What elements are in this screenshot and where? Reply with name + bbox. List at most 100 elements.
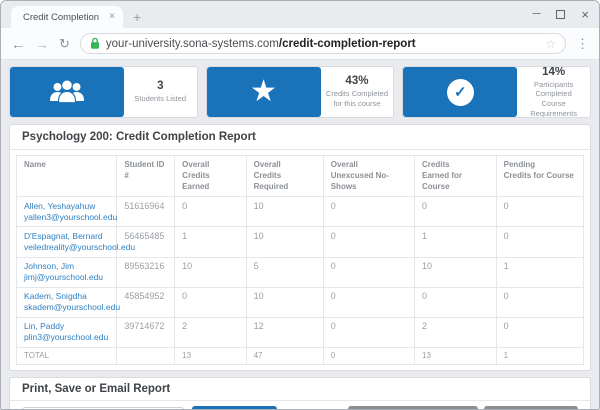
student-email-link[interactable]: plin3@yourschool.edu [24,332,109,343]
footer-title: Print, Save or Email Report [10,378,590,401]
overall-credits-earned-cell: 0 [175,287,246,317]
stat-card-3: ✓ 14%Participants Completed Course Requir… [402,66,591,118]
footer-controls: Email Report Printer-Friendly Layout Dow… [10,401,590,409]
browser-window: Credit Completion × + ─ × ← → ↻ your-uni… [0,0,600,410]
column-header: Student ID # [117,156,175,197]
total-overall-credits-required: 47 [246,347,323,364]
student-id-cell: 56465485 [117,227,175,257]
report-title: Psychology 200: Credit Completion Report [10,125,590,150]
restore-button[interactable] [556,10,565,19]
student-id-cell: 45854952 [117,287,175,317]
url-domain: your-university.sona-systems.com [106,38,279,50]
column-header: Overall Credits Earned [175,156,246,197]
table-row: Kadem, Snigdhaskadem@yourschool.edu45854… [17,287,584,317]
total-student-id [117,347,175,364]
pending-credits-for-course-cell: 0 [496,287,583,317]
check-icon: ✓ [403,67,517,117]
credits-earned-for-course-cell: 2 [415,317,497,347]
table-row: Allen, Yeshayahuwyallen3@yourschool.edu5… [17,197,584,227]
forward-icon[interactable]: → [35,37,49,51]
student-name-link[interactable]: Lin, Paddy [24,321,109,332]
overall-unexcused-no-shows-cell: 0 [323,287,414,317]
student-name-link[interactable]: Allen, Yeshayahuw [24,201,109,212]
student-email-link[interactable]: yallen3@yourschool.edu [24,212,109,223]
browser-tab[interactable]: Credit Completion × [11,6,123,28]
student-email-link[interactable]: jimj@yourschool.edu [24,272,109,283]
page-content: 3 Students Listed ★ 43%Credits Completed fo… [1,60,599,409]
back-icon[interactable]: ← [11,37,25,51]
overall-credits-earned-cell: 0 [175,197,246,227]
report-table: NameStudent ID #Overall Credits Earned Ov… [16,155,584,365]
email-report-button[interactable]: Email Report [192,406,277,409]
overall-credits-required-cell: 10 [246,197,323,227]
table-row: D'Espagnat, Bernardveiledreality@yoursch… [17,227,584,257]
table-row: Lin, Paddyplin3@yourschool.edu3971467221… [17,317,584,347]
overall-credits-required-cell: 5 [246,257,323,287]
download-csv-button[interactable]: Download CSV [484,406,578,409]
stat-value: 3 [157,80,163,92]
student-name-cell: Kadem, Snigdhaskadem@yourschool.edu [17,287,117,317]
stat-label: Students Listed [134,94,186,104]
lock-icon[interactable] [90,37,100,50]
total-overall-credits-earned: 13 [175,347,246,364]
student-name-cell: Allen, Yeshayahuwyallen3@yourschool.edu [17,197,117,227]
overall-unexcused-no-shows-cell: 0 [323,227,414,257]
overall-unexcused-no-shows-cell: 0 [323,197,414,227]
student-name-cell: Johnson, Jimjimj@yourschool.edu [17,257,117,287]
printer-friendly-button[interactable]: Printer-Friendly Layout [348,406,479,409]
pending-credits-for-course-cell: 0 [496,227,583,257]
student-email-link[interactable]: skadem@yourschool.edu [24,302,109,313]
footer-panel: Print, Save or Email Report Email Report… [9,377,591,409]
stat-text: 14%Participants Completed Course Require… [517,67,590,117]
report-panel: Psychology 200: Credit Completion Report… [9,124,591,371]
table-total-row: TOTAL13470131 [17,347,584,364]
total-pending-credits-for-course: 1 [496,347,583,364]
column-header: Pending Credits for Course [496,156,583,197]
minimize-button[interactable]: ─ [533,9,541,20]
report-table-body: Allen, Yeshayahuwyallen3@yourschool.edu5… [17,197,584,364]
report-table-wrap: NameStudent ID #Overall Credits Earned Ov… [10,150,590,370]
pending-credits-for-course-cell: 1 [496,257,583,287]
overall-credits-required-cell: 10 [246,287,323,317]
student-name-link[interactable]: Kadem, Snigdha [24,291,109,302]
stat-cards: 3 Students Listed ★ 43%Credits Completed fo… [9,66,591,118]
stat-text: 3 Students Listed [124,67,197,117]
users-icon [10,67,124,117]
url-text: your-university.sona-systems.com/credit-… [106,38,416,50]
url-bar[interactable]: your-university.sona-systems.com/credit-… [80,33,566,54]
reload-icon[interactable]: ↻ [59,37,70,50]
stat-card-1: 3 Students Listed [9,66,198,118]
credits-earned-for-course-cell: 10 [415,257,497,287]
student-name-link[interactable]: D'Espagnat, Bernard [24,231,109,242]
tab-strip: Credit Completion × + ─ × [1,1,599,28]
window-controls: ─ × [533,8,589,21]
overall-unexcused-no-shows-cell: 0 [323,317,414,347]
pending-credits-for-course-cell: 0 [496,197,583,227]
column-header: Name [17,156,117,197]
stat-card-2: ★ 43%Credits Completed for this course [206,66,395,118]
student-id-cell: 51616964 [117,197,175,227]
bookmark-star-icon[interactable]: ☆ [545,37,556,51]
menu-dots-icon[interactable]: ⋮ [576,36,589,52]
star-icon: ★ [207,67,321,117]
overall-credits-earned-cell: 2 [175,317,246,347]
credits-earned-for-course-cell: 0 [415,197,497,227]
close-button[interactable]: × [581,8,589,21]
footer-right-buttons: Printer-Friendly Layout Download CSV [348,406,578,409]
email-input[interactable] [22,407,184,409]
overall-credits-required-cell: 10 [246,227,323,257]
stat-value: 43% [345,75,368,87]
tab-close-icon[interactable]: × [109,12,115,22]
student-email-link[interactable]: veiledreality@yourschool.edu [24,242,109,253]
check-glyph: ✓ [447,79,474,106]
stat-value: 14% [542,66,565,78]
total-overall-unexcused-no-shows: 0 [323,347,414,364]
stat-text: 43%Credits Completed for this course [321,67,394,117]
new-tab-button[interactable]: + [133,10,141,24]
url-path: /credit-completion-report [279,38,416,50]
star-glyph: ★ [250,77,277,107]
table-row: Johnson, Jimjimj@yourschool.edu895632161… [17,257,584,287]
column-header: Overall Unexcused No-Shows [323,156,414,197]
student-name-link[interactable]: Johnson, Jim [24,261,109,272]
total-label: TOTAL [17,347,117,364]
